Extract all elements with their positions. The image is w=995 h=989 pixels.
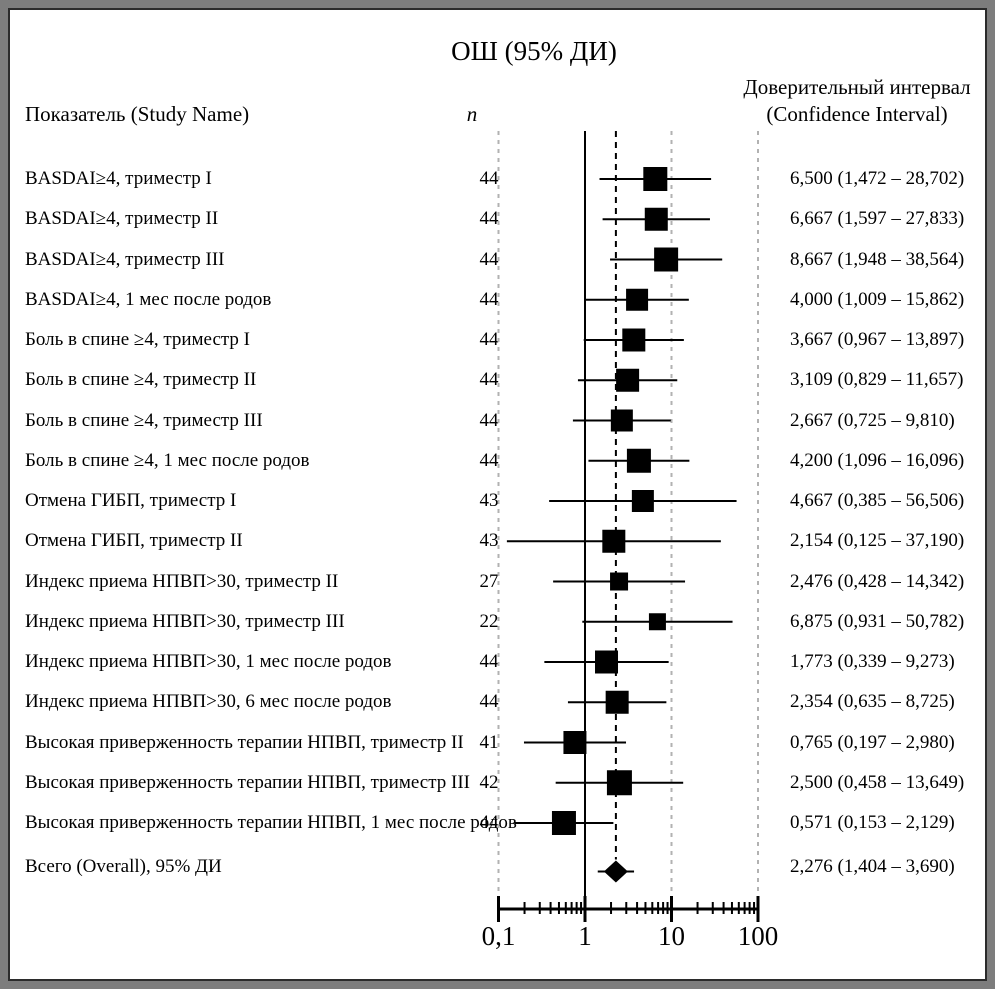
or-square-marker-13 [605, 690, 629, 714]
or-square-marker-5 [616, 368, 640, 392]
or-square-marker-1 [644, 207, 668, 231]
n-value-5: 44 [479, 369, 499, 391]
ci-value-15: 2,500 (0,458 – 13,649) [790, 771, 965, 793]
study-label-15: Высокая приверженность терапии НПВП, три… [25, 771, 470, 793]
ci-value-3: 4,000 (1,009 – 15,862) [790, 288, 965, 310]
or-square-marker-16 [551, 811, 576, 835]
overall-diamond-marker [603, 860, 628, 883]
ci-value-1: 6,667 (1,597 – 27,833) [790, 208, 965, 230]
n-value-15: 42 [479, 771, 499, 793]
ci-value-2: 8,667 (1,948 – 38,564) [790, 248, 965, 270]
n-value-13: 44 [479, 691, 499, 713]
chart-title: ОШ (95% ДИ) [451, 36, 617, 66]
n-value-2: 44 [479, 248, 499, 270]
or-square-marker-12 [595, 650, 619, 674]
n-value-10: 27 [479, 570, 499, 592]
column-header-confidence-interval: Доверительный интервал (Confidence Inter… [743, 74, 970, 128]
study-label-4: Боль в спине ≥4, триместр I [25, 329, 251, 350]
n-value-3: 44 [479, 288, 499, 310]
forest-plot-svg: 0,1 1 10 100 [482, 131, 779, 951]
or-square-marker-0 [643, 167, 668, 191]
ci-value-6: 2,667 (0,725 – 9,810) [790, 409, 955, 431]
or-square-marker-8 [631, 490, 654, 512]
ci-value-11: 6,875 (0,931 – 50,782) [790, 610, 965, 632]
study-label-7: Боль в спине ≥4, 1 мес после родов [25, 449, 310, 471]
ci-header-line2: (Confidence Interval) [766, 102, 948, 126]
n-value-6: 44 [479, 409, 499, 431]
ci-value-7: 4,200 (1,096 – 16,096) [790, 449, 965, 471]
ci-value-10: 2,476 (0,428 – 14,342) [790, 570, 965, 592]
study-label-3: BASDAI≥4, 1 мес после родов [25, 288, 272, 310]
n-value-4: 44 [479, 329, 499, 350]
study-label-0: BASDAI≥4, триместр I [25, 168, 212, 189]
study-label-5: Боль в спине ≥4, триместр II [25, 369, 257, 391]
or-square-marker-9 [602, 529, 626, 553]
study-label-1: BASDAI≥4, триместр II [25, 208, 219, 230]
study-label-12: Индекс приема НПВП>30, 1 мес после родов [25, 651, 392, 672]
ci-value-14: 0,765 (0,197 – 2,980) [790, 731, 955, 753]
study-label-2: BASDAI≥4, триместр III [25, 248, 225, 270]
study-label-13: Индекс приема НПВП>30, 6 мес после родов [25, 691, 392, 713]
ci-value-16: 0,571 (0,153 – 2,129) [790, 812, 955, 833]
forest-plot-figure: ОШ (95% ДИ) Показатель (Study Name) n До… [8, 8, 987, 981]
study-label-14: Высокая приверженность терапии НПВП, три… [25, 731, 464, 753]
or-square-marker-10 [610, 572, 629, 591]
n-value-7: 44 [479, 449, 499, 471]
study-label-8: Отмена ГИБП, триместр I [25, 490, 237, 511]
study-label-6: Боль в спине ≥4, триместр III [25, 409, 263, 431]
x-axis-tick-label-1: 1 [578, 921, 592, 951]
n-value-0: 44 [479, 168, 499, 189]
study-label-9: Отмена ГИБП, триместр II [25, 530, 243, 552]
forest-plot-canvas: ОШ (95% ДИ) Показатель (Study Name) n До… [10, 10, 985, 979]
or-square-marker-2 [654, 247, 679, 272]
n-value-9: 43 [479, 530, 499, 552]
column-header-study: Показатель (Study Name) [25, 102, 250, 126]
ci-value-12: 1,773 (0,339 – 9,273) [790, 651, 955, 672]
column-header-n: n [466, 102, 478, 126]
ci-value-9: 2,154 (0,125 – 37,190) [790, 530, 965, 552]
ci-value-8: 4,667 (0,385 – 56,506) [790, 490, 965, 511]
study-label-10: Индекс приема НПВП>30, триместр II [25, 570, 339, 592]
ci-header-line1: Доверительный интервал [743, 75, 971, 99]
n-value-16: 44 [479, 812, 499, 833]
study-label-16: Высокая приверженность терапии НПВП, 1 м… [25, 812, 517, 833]
x-axis-tick-label-100: 100 [738, 921, 779, 951]
ci-value-0: 6,500 (1,472 – 28,702) [790, 168, 965, 189]
n-value-8: 43 [479, 490, 499, 511]
n-value-1: 44 [479, 208, 499, 230]
or-square-marker-3 [626, 288, 649, 311]
or-square-marker-4 [622, 328, 646, 352]
x-axis-tick-label-10: 10 [658, 921, 685, 951]
study-label-overall: Всего (Overall), 95% ДИ [25, 855, 222, 877]
ci-value-5: 3,109 (0,829 – 11,657) [790, 369, 964, 391]
or-square-marker-6 [610, 409, 633, 432]
n-value-11: 22 [479, 610, 499, 632]
or-square-marker-7 [626, 448, 651, 473]
x-axis-tick-label-0,1: 0,1 [482, 921, 516, 951]
or-square-marker-11 [648, 613, 666, 631]
or-square-marker-15 [606, 770, 632, 796]
n-value-14: 41 [479, 731, 499, 753]
or-square-marker-14 [563, 731, 587, 754]
n-value-12: 44 [479, 651, 499, 672]
ci-value-overall: 2,276 (1,404 – 3,690) [790, 855, 955, 877]
study-label-11: Индекс приема НПВП>30, триместр III [25, 610, 345, 632]
ci-value-13: 2,354 (0,635 – 8,725) [790, 691, 955, 713]
ci-value-4: 3,667 (0,967 – 13,897) [790, 329, 965, 350]
